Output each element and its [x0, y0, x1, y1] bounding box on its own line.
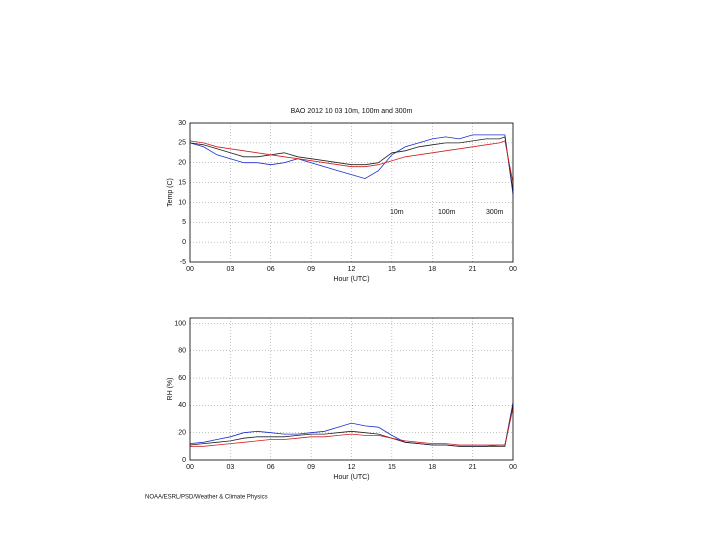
series-line	[189, 140, 514, 183]
y-tick-label: 60	[178, 375, 186, 382]
series-line	[190, 408, 514, 447]
x-tick-label: 18	[428, 266, 436, 273]
y-tick-label: 30	[178, 120, 186, 127]
x-tick-label: 03	[226, 464, 234, 471]
legend-entry: 100m	[438, 209, 456, 216]
y-tick-label: 15	[178, 179, 186, 186]
y-tick-label: 20	[178, 430, 186, 437]
x-tick-label: 00	[509, 464, 517, 471]
y-axis-label: RH (%)	[167, 378, 174, 401]
x-tick-label: 06	[267, 464, 275, 471]
x-tick-label: 09	[307, 464, 315, 471]
x-tick-label: 12	[348, 266, 356, 273]
y-tick-label: 20	[178, 160, 186, 167]
x-tick-label: 21	[469, 266, 477, 273]
y-tick-label: 0	[182, 239, 186, 246]
y-tick-label: 80	[178, 348, 186, 355]
footer: NOAA/ESRL/PSD/Weather & Climate Physics	[145, 495, 268, 501]
x-tick-label: 21	[469, 464, 477, 471]
chart-title: BAO 2012 10 03 10m, 100m and 300m	[291, 108, 413, 115]
plot-frame	[189, 122, 514, 263]
x-tick-label: 00	[509, 266, 517, 273]
plot-frame	[189, 317, 514, 461]
legend-entry: 10m	[390, 209, 404, 216]
x-tick-label: 15	[388, 464, 396, 471]
series-line	[189, 402, 514, 447]
y-tick-label: -5	[180, 259, 186, 266]
y-axis-label: Temp (C)	[167, 178, 174, 207]
series-line	[189, 136, 514, 191]
x-tick-label: 06	[267, 266, 275, 273]
x-tick-label: 09	[307, 266, 315, 273]
x-tick-label: 18	[428, 464, 436, 471]
x-axis-label: Hour (UTC)	[333, 474, 369, 481]
y-tick-label: 0	[182, 457, 186, 464]
y-tick-label: 40	[178, 402, 186, 409]
x-tick-label: 15	[388, 266, 396, 273]
legend-entry: 300m	[486, 209, 504, 216]
y-tick-label: 25	[178, 140, 186, 147]
x-tick-label: 12	[348, 464, 356, 471]
y-tick-label: 5	[182, 219, 186, 226]
x-tick-label: 03	[226, 266, 234, 273]
y-tick-label: 100	[174, 320, 186, 327]
x-axis-label: Hour (UTC)	[333, 276, 369, 283]
y-tick-label: 10	[178, 199, 186, 206]
x-tick-label: 00	[186, 464, 194, 471]
series-line	[189, 405, 514, 447]
x-tick-label: 00	[186, 266, 194, 273]
series-line	[189, 134, 514, 195]
